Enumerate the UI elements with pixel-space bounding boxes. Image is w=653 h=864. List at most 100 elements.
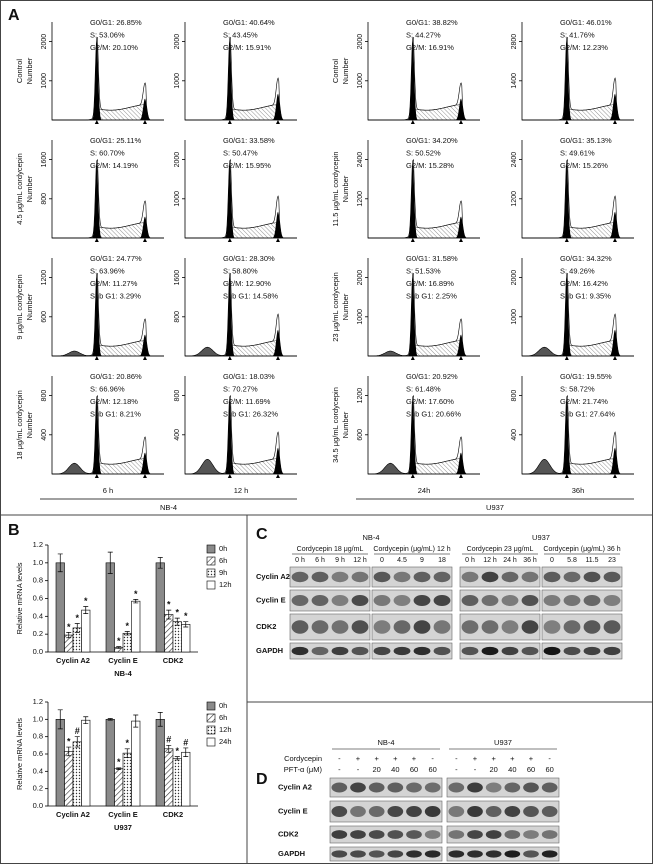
axes: [521, 258, 634, 357]
blot-band: [521, 620, 539, 634]
cycle-stat: G2/M: 17.60%: [406, 397, 454, 406]
bar: [81, 719, 91, 807]
sub-g1-area: [52, 351, 164, 356]
cycle-stat: G0/G1: 46.01%: [560, 18, 612, 27]
blot-band: [504, 830, 521, 839]
lane-label: 9: [420, 557, 424, 564]
sub-g1-area: [522, 347, 634, 356]
legend-swatch: [206, 580, 216, 590]
lane-label: 0: [380, 557, 384, 564]
blot-band: [541, 806, 558, 817]
peak-marker: [142, 120, 147, 124]
histogram-plot: 1200 2400 G0/G1: 34.20% S: 50.52% G2/M: 15.2…: [331, 136, 480, 242]
blot-band: [583, 571, 601, 583]
bar: [81, 609, 91, 653]
row-label: Cyclin A2: [278, 782, 312, 791]
blot-band: [501, 620, 519, 634]
axes: [367, 258, 480, 357]
axes: [521, 140, 634, 239]
histogram-plot: 1000 2000 G0/G1: 31.58% S: 51.53% G2/M: 16.8…: [331, 254, 480, 360]
blot-band: [485, 806, 502, 817]
blot-band: [350, 850, 366, 858]
column-label: 12 h: [234, 486, 249, 495]
lane-label: 4.5: [397, 557, 407, 564]
histogram-plot: 600 1200 G0/G1: 24.77% S: 63.96% G2/M: 11.27…: [15, 254, 164, 360]
error-bar: [107, 551, 113, 574]
blot-band: [373, 595, 391, 606]
peak-marker: [227, 238, 232, 242]
cycle-stat: G0/G1: 18.03%: [223, 372, 275, 381]
peak-marker: [142, 356, 147, 360]
y-tick-label: 2000: [357, 270, 364, 286]
axes: [184, 258, 297, 357]
error-bar: [183, 747, 189, 757]
sub-g1-area: [185, 459, 297, 474]
blot-band: [448, 830, 465, 839]
histogram-plot: 1000 2000 G0/G1: 33.58% S: 50.47% G2/M: 15.9…: [174, 136, 297, 242]
bar: [105, 719, 115, 807]
peak-marker: [94, 120, 99, 124]
y-tick-label: 1200: [41, 270, 48, 286]
significance-marker: *: [67, 622, 71, 632]
cycle-stat: S: 58.80%: [223, 266, 258, 275]
significance-marker: #: [183, 737, 188, 747]
lane-condition: -: [548, 754, 551, 763]
y-tick-label: 400: [174, 429, 181, 441]
cycle-stat: G2/M: 11.69%: [223, 397, 271, 406]
blot-band: [311, 595, 329, 606]
blot-band: [406, 850, 422, 858]
row-label: CDK2: [278, 829, 298, 838]
lane-condition: 60: [545, 765, 553, 774]
sub-g1-area: [368, 351, 480, 356]
blot-band: [387, 806, 404, 817]
axes: [184, 376, 297, 475]
row-label: 4.5 μg/mL cordycepin: [15, 153, 24, 225]
cycle-stat: G2/M: 16.42%: [560, 279, 608, 288]
y-tick-label: 2000: [357, 34, 364, 50]
peak-marker: [227, 356, 232, 360]
blot-band: [331, 850, 348, 858]
lane-condition: +: [356, 754, 361, 763]
blot-band: [461, 646, 479, 656]
lane-condition: 40: [508, 765, 516, 774]
blot-band: [291, 595, 309, 606]
lane-label: 0 h: [465, 557, 475, 564]
group-label: NB-4: [362, 533, 379, 542]
error-bar: [57, 553, 63, 573]
legend-swatch: [206, 737, 216, 747]
group-label: U937: [532, 533, 550, 542]
axes: [51, 258, 164, 357]
axes: [521, 22, 634, 121]
cycle-stat: G2/M: 15.91%: [223, 43, 271, 52]
bar: [64, 751, 74, 807]
x-tick-label: Cyclin A2: [56, 656, 90, 665]
lane-condition: 20: [372, 765, 380, 774]
error-bar: [174, 617, 180, 626]
lane-condition: -: [338, 765, 341, 774]
cycle-stat: G2/M: 15.26%: [560, 161, 608, 170]
histogram-outline: [52, 395, 164, 475]
condition-label: PFT-α (μM): [284, 765, 323, 774]
blot-band: [413, 646, 431, 656]
bar: [155, 562, 165, 653]
lane-condition: +: [412, 754, 417, 763]
error-bar: [74, 623, 80, 633]
peak-marker: [410, 120, 415, 124]
y-tick-label: 2800: [511, 34, 518, 50]
error-bar: [166, 744, 172, 753]
significance-marker: *: [117, 757, 121, 767]
blot-strip: [541, 642, 623, 660]
blot-band: [543, 646, 561, 656]
cycle-stat: G0/G1: 38.82%: [406, 18, 458, 27]
y-tick-label: 1000: [357, 309, 364, 325]
blot-band: [424, 782, 441, 793]
cycle-stat: G2/M: 15.95%: [223, 161, 271, 170]
histogram-outline: [522, 159, 634, 239]
column-label: 36h: [572, 486, 585, 495]
bar: [131, 600, 141, 653]
blot-band: [387, 782, 404, 793]
cycle-stat: G0/G1: 31.58%: [406, 254, 458, 263]
blot-band: [543, 620, 561, 634]
blot-band: [461, 595, 479, 606]
peak-marker: [612, 120, 617, 124]
